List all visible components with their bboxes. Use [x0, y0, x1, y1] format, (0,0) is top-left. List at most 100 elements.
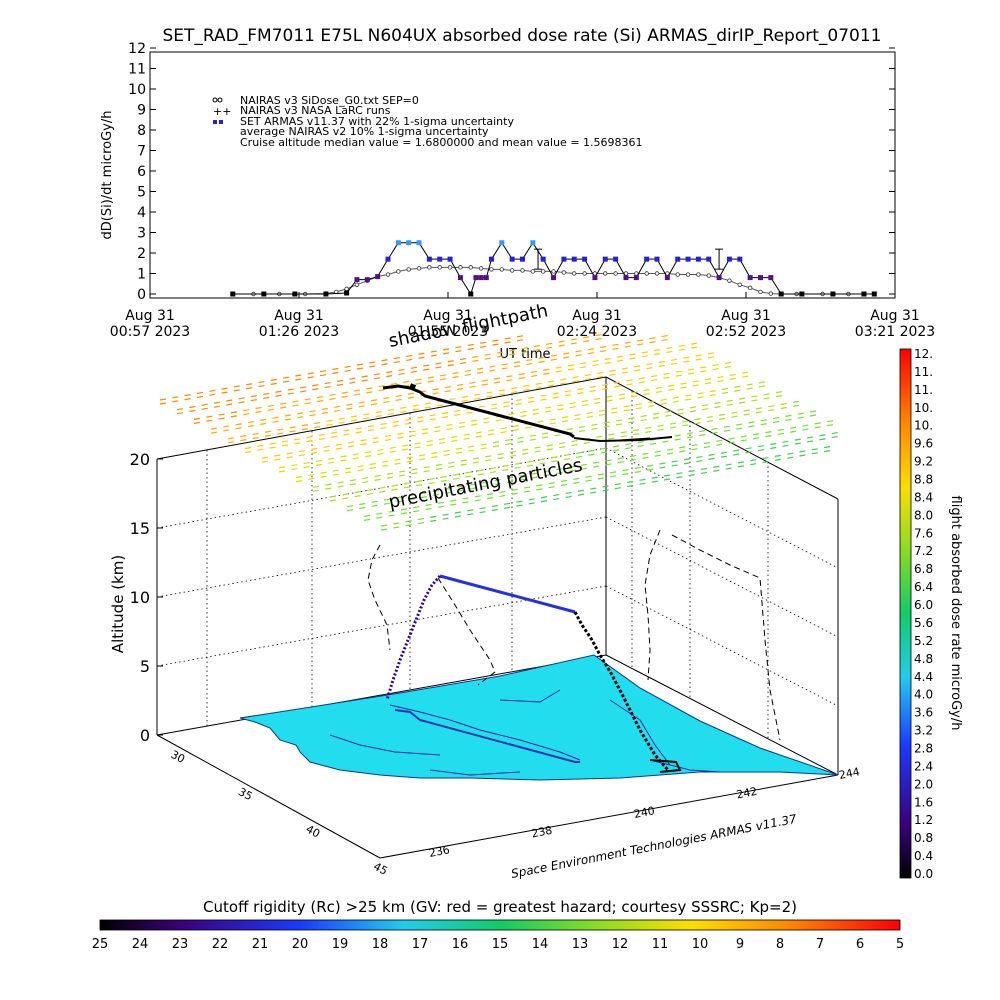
nairas-point — [582, 271, 587, 276]
dose-field-dash — [748, 425, 755, 428]
dose-field-dash — [529, 434, 536, 437]
dose-field-dash — [642, 456, 649, 459]
dose-field-dash — [301, 424, 308, 427]
dose-field-dash — [680, 386, 687, 389]
dose-field-dash — [376, 516, 383, 519]
dose-field-dash — [703, 441, 711, 445]
dose-field-dash — [745, 447, 752, 450]
dose-field-dash — [430, 350, 437, 353]
dose-field-dash — [755, 407, 763, 410]
dose-field-dash — [609, 369, 616, 372]
dose-field-dash — [770, 446, 777, 450]
dose-field-dash — [612, 343, 619, 346]
dose-field-dash — [758, 385, 766, 388]
dose-field-dash — [503, 506, 511, 509]
dose-field-dash — [325, 487, 332, 490]
dose-field-dash — [445, 487, 452, 490]
dose-field-dash — [295, 480, 303, 483]
dose-field-dash — [624, 341, 631, 344]
dose-field-dash — [343, 429, 350, 432]
dose-field-dash — [631, 391, 638, 394]
dose-field-dash — [544, 410, 552, 413]
dose-field-dash — [678, 344, 685, 347]
dose-field-dash — [557, 408, 564, 411]
dose-field-dash — [426, 440, 433, 443]
dose-field-dash — [427, 376, 434, 379]
dose-field-dash — [474, 397, 481, 400]
latitude-axis: 30 35 40 45 — [169, 748, 390, 878]
dose-field-dash — [218, 417, 225, 420]
dose-field-dash — [454, 409, 461, 413]
dose-colorbar-tick-label: 1.6 — [914, 795, 933, 809]
dose-field-dash — [563, 453, 570, 457]
dose-field-dash — [159, 398, 167, 401]
dose-field-dash — [755, 411, 763, 414]
dose-field-dash — [355, 431, 362, 434]
dose-field-dash — [707, 352, 715, 355]
dose-field-dash — [751, 395, 758, 398]
dose-field-dash — [626, 379, 633, 382]
dose-field-dash — [683, 360, 690, 363]
dose-field-dash — [785, 418, 792, 421]
dose-colorbar-tick-label: 0.0 — [914, 867, 933, 881]
armas-point — [737, 256, 743, 262]
dose-field-dash — [375, 411, 382, 414]
dose-field-dash — [329, 495, 337, 498]
dose-field-dash — [608, 437, 615, 440]
dose-field-dash — [250, 399, 257, 402]
top-series-layer — [230, 240, 877, 297]
dose-field-dash — [176, 412, 184, 415]
dose-field-dash — [697, 396, 704, 399]
dose-field-dash — [336, 383, 344, 386]
dose-field-dash — [315, 459, 323, 462]
dose-field-dash — [360, 443, 367, 446]
dose-field-dash — [540, 500, 548, 503]
dose-field-dash — [373, 373, 381, 376]
dose-field-dash — [750, 459, 757, 462]
dose-field-dash — [663, 372, 670, 375]
dose-field-dash — [492, 339, 499, 342]
dose-field-dash — [785, 414, 792, 417]
dose-field-dash — [743, 413, 750, 416]
dose-field-dash — [295, 476, 303, 479]
dose-colorbar-tick-label: 10. — [914, 419, 933, 433]
dose-colorbar-tick-label: 3.6 — [914, 706, 933, 720]
dose-field-dash — [719, 413, 726, 416]
top-y-tick-label: 6 — [137, 164, 146, 180]
dose-field-dash — [634, 369, 641, 372]
precipitating-particles-label: precipitating particles — [387, 455, 584, 513]
armas-point — [323, 291, 329, 297]
dose-field-dash — [669, 422, 677, 425]
dose-field-dash — [404, 418, 412, 421]
dose-field-dash — [734, 385, 741, 388]
dose-field-dash — [691, 444, 698, 447]
dose-field-dash — [400, 410, 407, 413]
dose-field-dash — [528, 502, 535, 505]
dose-field-dash — [424, 402, 432, 405]
rc-colorbar-tick-label: 14 — [532, 937, 549, 952]
dose-field-dash — [702, 408, 709, 411]
dose-field-dash — [666, 452, 674, 455]
dose-field-dash — [500, 431, 507, 434]
dose-field-dash — [641, 351, 648, 354]
dose-field-dash — [441, 412, 449, 415]
dose-field-dash — [223, 425, 230, 428]
dose-field-dash — [689, 410, 696, 413]
dose-field-dash — [319, 370, 327, 373]
dose-field-dash — [421, 428, 429, 431]
dose-field-dash — [369, 462, 376, 466]
dose-field-dash — [486, 391, 493, 394]
dose-field-dash — [661, 338, 668, 342]
dose-field-dash — [621, 367, 628, 370]
dose-field-dash — [432, 388, 439, 391]
dose-colorbar-tick-label: 2.4 — [914, 759, 933, 773]
dose-field-dash — [398, 372, 405, 376]
grid-lines — [156, 391, 839, 739]
dose-field-dash — [522, 448, 529, 451]
nairas-point — [727, 278, 732, 283]
dose-field-dash — [399, 470, 406, 473]
dose-field-dash — [709, 390, 716, 393]
dose-field-dash — [415, 378, 422, 381]
dose-field-dash — [638, 381, 645, 384]
